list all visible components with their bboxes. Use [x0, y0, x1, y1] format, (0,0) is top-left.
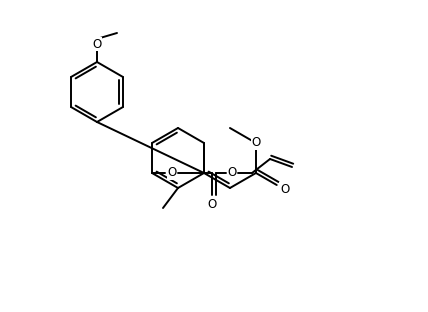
Text: O: O — [280, 183, 289, 196]
Text: O: O — [227, 167, 237, 179]
Text: O: O — [208, 197, 217, 211]
Text: O: O — [251, 137, 261, 149]
Text: O: O — [167, 167, 177, 179]
Text: O: O — [92, 37, 101, 51]
